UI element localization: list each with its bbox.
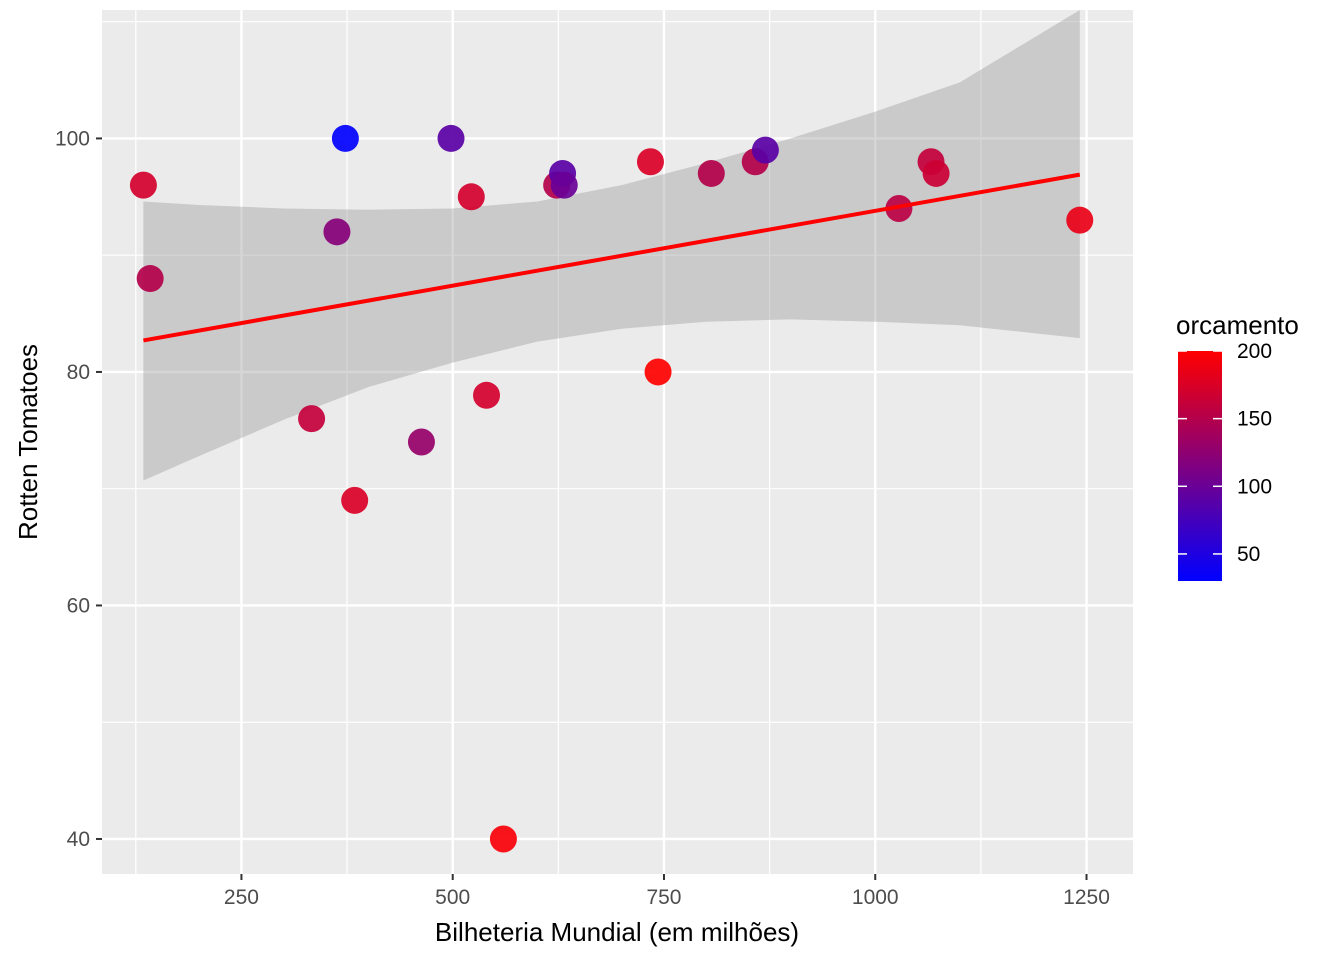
legend-label: 200 xyxy=(1237,340,1272,363)
legend-ticks: 50 100 150 200 xyxy=(1178,340,1272,566)
x-tick-label: 250 xyxy=(224,886,259,909)
data-point xyxy=(922,159,950,187)
data-point xyxy=(1066,206,1094,234)
data-point xyxy=(636,148,664,176)
data-point xyxy=(437,124,465,152)
data-point xyxy=(751,136,779,164)
data-point xyxy=(298,405,326,433)
data-point xyxy=(473,381,501,409)
x-axis-ticks: 250 500 750 1000 1250 xyxy=(224,874,1110,909)
data-point xyxy=(457,183,485,211)
points xyxy=(129,124,1094,853)
grid-major xyxy=(102,10,1133,874)
x-tick-label: 1000 xyxy=(852,886,899,909)
data-point xyxy=(697,159,725,187)
x-tick-label: 750 xyxy=(646,886,681,909)
legend: orcamento 50 100 150 200 xyxy=(1176,310,1299,581)
x-axis-title: Bilheteria Mundial (em milhões) xyxy=(435,917,799,947)
legend-label: 100 xyxy=(1237,475,1272,498)
y-axis-ticks: 40 60 80 100 xyxy=(55,127,102,851)
y-tick-label: 100 xyxy=(55,127,90,150)
data-point xyxy=(323,218,351,246)
data-point xyxy=(489,825,517,853)
data-point xyxy=(550,171,578,199)
data-point xyxy=(407,428,435,456)
data-point xyxy=(341,486,369,514)
legend-colorbar xyxy=(1178,351,1222,581)
y-axis-title: Rotten Tomatoes xyxy=(13,344,43,540)
regression-line xyxy=(143,172,1081,343)
y-tick-label: 80 xyxy=(67,361,90,384)
legend-title: orcamento xyxy=(1176,310,1299,340)
x-tick-label: 500 xyxy=(435,886,470,909)
data-point xyxy=(129,171,157,199)
x-tick-label: 1250 xyxy=(1063,886,1110,909)
legend-label: 150 xyxy=(1237,408,1272,431)
data-point xyxy=(136,265,164,293)
data-point xyxy=(644,358,672,386)
data-point xyxy=(331,124,359,152)
confidence-band xyxy=(143,10,1080,481)
y-tick-label: 60 xyxy=(67,594,90,617)
legend-label: 50 xyxy=(1237,543,1260,566)
panel-background xyxy=(102,10,1133,874)
y-tick-label: 40 xyxy=(67,828,90,851)
